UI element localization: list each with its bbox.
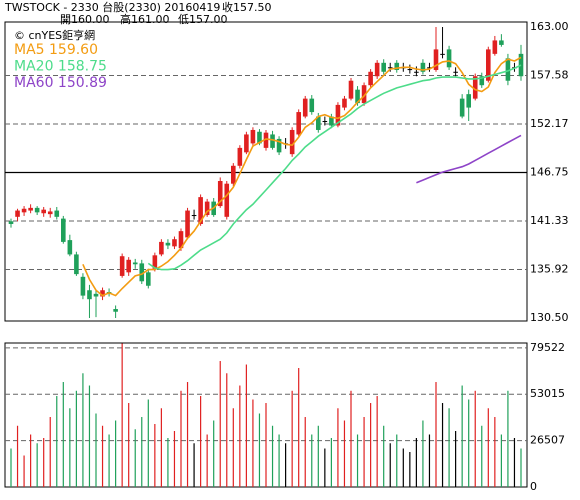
legend-entry: MA20 158.75 [14, 59, 107, 75]
candle-body [518, 53, 524, 77]
candle-body [302, 98, 308, 117]
y-tick-label: 146.75 [530, 166, 569, 179]
candle-body [139, 263, 145, 282]
candle-body [74, 254, 79, 275]
y-tick-label: 157.58 [530, 69, 569, 82]
header-high: 高161.00 [120, 12, 170, 26]
candle-body [191, 215, 197, 217]
candle-body [132, 262, 138, 265]
candle-body [433, 49, 439, 70]
candle-body [152, 255, 158, 269]
ma-line [416, 134, 522, 184]
candle-body [381, 62, 386, 72]
candle-body [427, 67, 432, 69]
candle-body [178, 231, 184, 249]
candle-body [15, 210, 20, 217]
candle-body [198, 197, 203, 224]
candle-body [335, 104, 341, 126]
candle-body [87, 290, 92, 300]
y-tick-label: 0 [530, 480, 537, 493]
candle-body [486, 49, 491, 81]
candle-body [414, 71, 419, 73]
candle-body [263, 132, 269, 148]
candle-body [276, 138, 282, 153]
y-tick-label: 152.17 [530, 117, 569, 130]
y-tick-label: 79522 [530, 341, 565, 354]
candle-body [47, 211, 53, 215]
y-tick-label: 135.92 [530, 262, 569, 275]
candle-body [479, 76, 485, 86]
y-tick-label: 53015 [530, 387, 565, 400]
candle-body [322, 121, 328, 123]
candle-body [348, 80, 354, 99]
candle-body [80, 276, 86, 296]
header-close: 收157.50 [222, 0, 272, 14]
candle-body [309, 98, 315, 113]
candle-body [146, 272, 151, 286]
candle-body [361, 85, 367, 104]
candle-body [28, 207, 33, 211]
header-open: 開160.00 [60, 13, 110, 26]
y-tick-label: 26507 [530, 434, 565, 447]
candle-body [316, 116, 321, 130]
candle-body [499, 40, 504, 45]
candle-body [394, 62, 400, 70]
candle-body [492, 40, 498, 54]
candle-body [270, 134, 275, 148]
candle-body [172, 239, 177, 247]
candle-body [41, 209, 46, 214]
ma-line [82, 56, 522, 297]
header-title: TWSTOCK - 2330 台股(2330) 20160419 [4, 0, 220, 14]
candle-body [217, 181, 223, 207]
candle-body [126, 259, 131, 273]
y-tick-label: 130.50 [530, 311, 569, 324]
candle-body [250, 129, 256, 144]
candle-body [224, 183, 230, 217]
legend-entry: MA60 150.89 [14, 75, 107, 91]
candle-body [204, 201, 210, 216]
candle-body [21, 208, 27, 213]
candle-body [185, 210, 190, 238]
candle-body [420, 62, 426, 72]
candle-body [459, 98, 465, 117]
y-tick-label: 163.00 [530, 20, 569, 33]
candle-body [505, 58, 511, 81]
candle-body [257, 131, 262, 144]
candle-body [54, 210, 60, 217]
candle-body [472, 76, 478, 99]
candle-body [67, 240, 73, 255]
candle-body [368, 71, 373, 86]
y-tick-label: 141.33 [530, 214, 569, 227]
candle-body [165, 242, 171, 246]
candle-body [8, 221, 14, 224]
candle-body [34, 207, 40, 213]
watermark: © cnYES鉅亨網 [14, 28, 95, 42]
legend-entry: MA5 159.60 [14, 42, 98, 58]
candle-body [466, 94, 471, 108]
price-panel [4, 21, 528, 322]
candle-body [329, 116, 334, 126]
candle-body [61, 218, 66, 242]
candle-body [440, 53, 445, 55]
candle-body [453, 71, 458, 73]
ma-line [147, 64, 522, 271]
candle-body [113, 309, 118, 312]
candle-body [93, 293, 99, 297]
candle-body [289, 129, 295, 155]
candle-body [119, 256, 125, 276]
candle-body [296, 112, 301, 135]
candle-body [374, 62, 380, 77]
candle-body [407, 69, 413, 71]
candle-body [159, 241, 164, 255]
header-low: 低157.00 [178, 13, 228, 26]
candle-body [231, 165, 236, 184]
candle-body [100, 290, 105, 297]
candle-body [446, 49, 452, 68]
candle-body [244, 134, 249, 153]
candle-body [342, 98, 347, 108]
candle-body [355, 89, 360, 104]
candle-body [387, 67, 393, 69]
candle-body [237, 147, 243, 166]
